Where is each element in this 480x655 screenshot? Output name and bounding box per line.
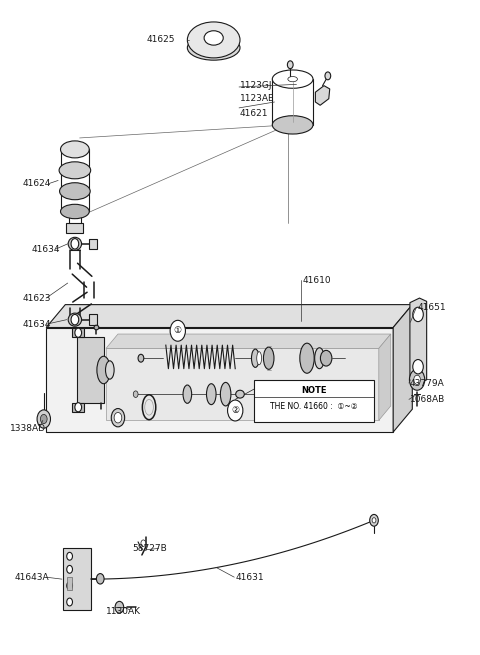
Circle shape xyxy=(141,540,146,546)
Polygon shape xyxy=(393,305,412,432)
Ellipse shape xyxy=(272,116,313,134)
Circle shape xyxy=(67,552,72,560)
Ellipse shape xyxy=(272,70,313,88)
Text: 41621: 41621 xyxy=(240,109,268,118)
Bar xyxy=(89,238,97,249)
Text: 43779A: 43779A xyxy=(410,379,444,388)
Circle shape xyxy=(288,61,293,69)
Ellipse shape xyxy=(300,343,314,373)
Circle shape xyxy=(67,598,72,606)
Ellipse shape xyxy=(288,77,298,82)
Circle shape xyxy=(325,72,331,80)
Ellipse shape xyxy=(60,141,89,158)
Circle shape xyxy=(414,375,420,384)
Circle shape xyxy=(67,565,72,573)
Polygon shape xyxy=(77,337,104,403)
Polygon shape xyxy=(46,328,393,432)
Text: 41643A: 41643A xyxy=(15,572,49,582)
Text: 41624: 41624 xyxy=(22,179,50,188)
Polygon shape xyxy=(106,334,391,348)
Text: 1338AD: 1338AD xyxy=(10,424,46,434)
Circle shape xyxy=(321,350,332,366)
Ellipse shape xyxy=(204,31,223,45)
Circle shape xyxy=(370,514,378,526)
Text: 41651: 41651 xyxy=(417,303,446,312)
Polygon shape xyxy=(72,403,84,413)
Text: ①: ① xyxy=(174,326,182,335)
Bar xyxy=(67,577,72,590)
Bar xyxy=(254,380,374,422)
Circle shape xyxy=(413,360,423,374)
Circle shape xyxy=(75,328,82,337)
Text: 1130AK: 1130AK xyxy=(106,607,141,616)
Circle shape xyxy=(170,320,185,341)
Ellipse shape xyxy=(68,237,82,250)
Circle shape xyxy=(67,582,72,590)
Circle shape xyxy=(409,369,425,390)
Text: 58727B: 58727B xyxy=(132,544,167,553)
Ellipse shape xyxy=(236,390,244,398)
Circle shape xyxy=(133,391,138,398)
Circle shape xyxy=(40,415,47,424)
Text: 41634: 41634 xyxy=(22,320,51,329)
Polygon shape xyxy=(379,334,391,421)
Text: 41625: 41625 xyxy=(147,35,175,45)
Ellipse shape xyxy=(183,385,192,403)
Circle shape xyxy=(138,354,144,362)
Circle shape xyxy=(115,601,124,613)
Polygon shape xyxy=(72,328,84,337)
Ellipse shape xyxy=(206,384,216,405)
Polygon shape xyxy=(106,348,379,421)
Ellipse shape xyxy=(60,204,89,219)
Ellipse shape xyxy=(257,352,262,365)
Circle shape xyxy=(75,403,82,412)
Text: 41634: 41634 xyxy=(32,244,60,253)
Circle shape xyxy=(96,574,104,584)
Ellipse shape xyxy=(220,383,231,406)
Ellipse shape xyxy=(68,313,82,326)
Text: ②: ② xyxy=(231,406,239,415)
Ellipse shape xyxy=(187,35,240,60)
Polygon shape xyxy=(315,86,330,105)
Bar xyxy=(66,223,84,233)
Text: 1123AE: 1123AE xyxy=(240,94,275,103)
Ellipse shape xyxy=(97,356,110,384)
Text: 1068AB: 1068AB xyxy=(410,395,445,404)
Ellipse shape xyxy=(60,183,90,200)
Circle shape xyxy=(37,410,50,428)
Circle shape xyxy=(413,307,423,322)
Text: 41623: 41623 xyxy=(22,293,51,303)
Bar xyxy=(89,314,97,325)
Ellipse shape xyxy=(315,348,324,369)
Bar xyxy=(63,548,91,610)
Polygon shape xyxy=(46,305,412,328)
Polygon shape xyxy=(410,298,427,383)
Circle shape xyxy=(71,238,79,249)
Ellipse shape xyxy=(59,162,91,179)
Ellipse shape xyxy=(94,326,99,329)
Ellipse shape xyxy=(187,22,240,58)
Text: NOTE: NOTE xyxy=(301,386,327,396)
Text: 41610: 41610 xyxy=(302,276,331,285)
Text: THE NO. 41660 :  ①~②: THE NO. 41660 : ①~② xyxy=(270,402,358,411)
Circle shape xyxy=(114,413,122,423)
Ellipse shape xyxy=(279,386,287,403)
Ellipse shape xyxy=(264,347,274,369)
Ellipse shape xyxy=(260,385,268,403)
Ellipse shape xyxy=(252,349,259,367)
Circle shape xyxy=(228,400,243,421)
Circle shape xyxy=(111,409,125,427)
Circle shape xyxy=(372,517,376,523)
Circle shape xyxy=(71,314,79,325)
Text: 1123GJ: 1123GJ xyxy=(240,81,273,90)
Text: 41631: 41631 xyxy=(235,572,264,582)
Ellipse shape xyxy=(106,361,114,379)
